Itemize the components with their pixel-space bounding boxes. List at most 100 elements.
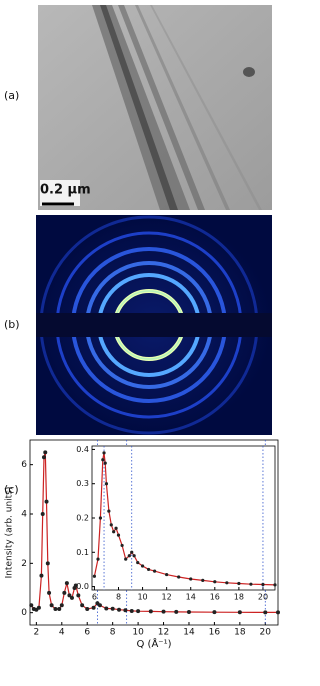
- x-tick-label: 18: [234, 593, 244, 602]
- data-point: [117, 607, 122, 612]
- y-tick-label: 6: [21, 460, 27, 470]
- diffraction-image: [36, 215, 272, 435]
- data-point: [146, 567, 151, 572]
- data-point: [91, 605, 96, 610]
- data-point: [67, 593, 72, 598]
- data-point: [249, 582, 253, 586]
- x-tick-label: 6: [84, 628, 90, 638]
- data-point: [189, 577, 193, 581]
- data-point: [104, 482, 109, 486]
- y-tick-label: 0.1: [76, 548, 89, 557]
- panel-label: (b): [4, 318, 20, 331]
- x-tick-label: 16: [210, 593, 220, 602]
- data-point: [101, 458, 105, 462]
- data-point: [136, 609, 141, 614]
- y-tick-label: 4: [21, 510, 27, 520]
- data-point: [153, 569, 157, 573]
- x-tick-label: 8: [116, 593, 121, 602]
- data-point: [212, 610, 217, 615]
- data-point: [177, 575, 181, 579]
- data-point: [107, 509, 111, 513]
- data-point: [112, 530, 116, 534]
- data-point: [104, 606, 109, 611]
- data-point: [40, 512, 45, 516]
- data-point: [85, 606, 90, 611]
- data-point: [110, 606, 115, 611]
- data-point: [161, 609, 166, 614]
- y-tick-label: 0.4: [76, 445, 89, 454]
- data-point: [124, 557, 128, 561]
- data-point: [225, 581, 229, 585]
- data-point: [261, 582, 265, 587]
- x-tick-label: 16: [209, 628, 221, 638]
- x-tick-label: 12: [158, 628, 169, 638]
- data-point: [69, 595, 74, 600]
- panel-label: (c): [4, 483, 19, 496]
- data-point: [44, 499, 49, 504]
- data-point: [123, 608, 128, 613]
- data-point: [130, 550, 134, 554]
- data-point: [102, 451, 106, 455]
- y-tick-label: 0.0: [76, 582, 89, 591]
- data-point: [103, 461, 107, 465]
- x-tick-label: 4: [59, 628, 65, 638]
- data-point: [29, 603, 34, 608]
- y-axis-label: Intensity (arb. units): [5, 487, 15, 579]
- data-point: [116, 533, 121, 537]
- data-point: [59, 603, 64, 608]
- data-point: [53, 606, 58, 611]
- data-point: [132, 554, 136, 558]
- data-point: [64, 581, 69, 586]
- data-point: [98, 516, 103, 520]
- x-tick-label: 2: [33, 628, 39, 638]
- data-point: [92, 574, 97, 578]
- data-point: [129, 608, 134, 613]
- data-point: [73, 583, 78, 588]
- data-point: [165, 572, 169, 577]
- x-tick-label: 10: [132, 628, 144, 638]
- x-tick-label: 6: [92, 593, 97, 602]
- data-point: [39, 573, 44, 578]
- x-tick-label: 8: [110, 628, 116, 638]
- data-point: [148, 609, 153, 614]
- tem-image: 0.2 µm: [38, 5, 272, 210]
- figure: 0.2 µm (a) (b) (c) 2 4 6 8 10 12 14 16 18 200246Q…: [4, 5, 280, 650]
- data-point: [263, 610, 268, 615]
- data-point: [114, 526, 118, 530]
- data-point: [201, 578, 205, 583]
- data-point: [186, 610, 191, 615]
- data-point: [127, 554, 131, 558]
- data-point: [237, 581, 241, 586]
- data-point: [109, 523, 113, 527]
- x-tick-label: 20: [260, 628, 272, 638]
- x-tick-label: 20: [258, 593, 268, 602]
- y-tick-label: 0.2: [76, 514, 89, 523]
- data-point: [120, 543, 124, 548]
- x-tick-label: 14: [183, 628, 195, 638]
- data-point: [43, 450, 48, 455]
- data-point: [273, 583, 277, 587]
- x-axis-label: Q (Å⁻¹): [137, 637, 172, 650]
- panel-label: (a): [4, 89, 19, 102]
- data-point: [45, 561, 50, 566]
- data-point: [49, 603, 54, 608]
- scale-bar-label: 0.2 µm: [40, 183, 91, 198]
- data-point: [174, 609, 179, 614]
- data-point: [36, 605, 41, 610]
- data-point: [237, 610, 242, 615]
- data-point: [76, 593, 81, 598]
- y-tick-label: 0: [21, 608, 27, 618]
- data-point: [62, 590, 67, 595]
- y-tick-label: 0.3: [76, 479, 89, 488]
- data-point: [57, 606, 62, 611]
- data-point: [47, 590, 52, 595]
- data-point: [80, 603, 85, 608]
- plot-frame: [91, 445, 276, 591]
- data-point: [213, 580, 217, 584]
- data-point: [96, 557, 100, 561]
- y-tick-label: 2: [21, 559, 27, 569]
- x-tick-label: 12: [162, 593, 172, 602]
- data-point: [140, 564, 145, 568]
- x-tick-label: 10: [137, 593, 147, 602]
